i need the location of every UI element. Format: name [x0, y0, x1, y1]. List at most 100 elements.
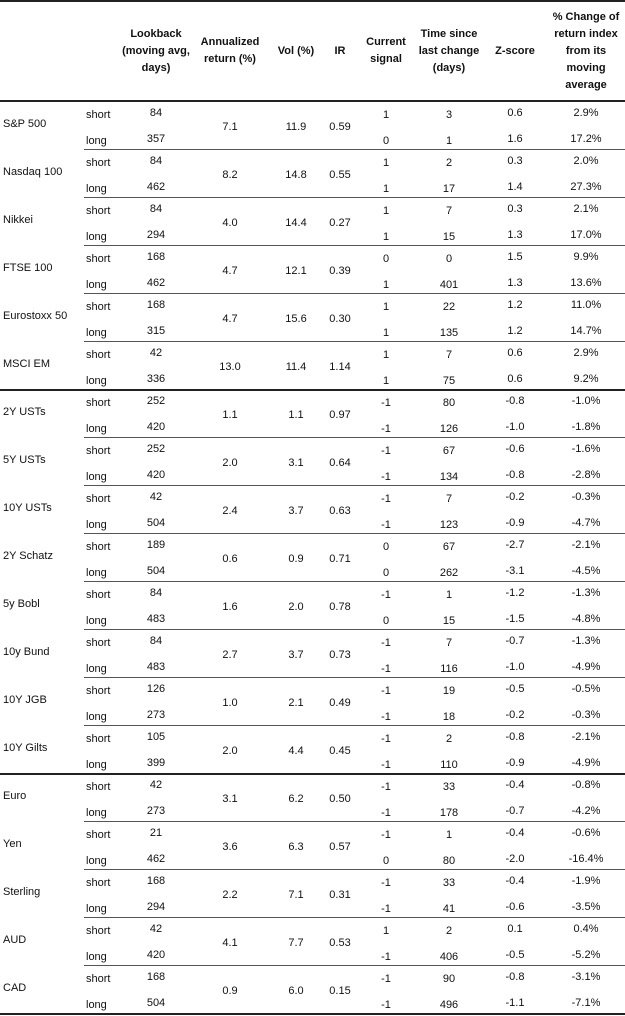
table-row: CAD short long 0.9 6.0 0.15 168 -1 90 -0.8 -3.1% 50… [0, 966, 625, 1015]
horizon-label-long: long [86, 567, 107, 579]
long-signal: -1 [381, 471, 391, 483]
short-signal: -1 [381, 637, 391, 649]
asset-name: 10Y Gilts [3, 742, 48, 754]
horizon-label-long: long [86, 999, 107, 1011]
table-row: 5y Bobl short long 1.6 2.0 0.78 84 -1 1 -1.2 -1.3%… [0, 582, 625, 630]
asset-name: Nasdaq 100 [3, 166, 63, 178]
long-signal: -1 [381, 951, 391, 963]
asset-name: Eurostoxx 50 [3, 310, 68, 322]
table-header: Lookback (moving avg, days) Annualized r… [0, 2, 625, 100]
table-row: 10Y USTs short long 2.4 3.7 0.63 42 -1 7 -0.2 -0.3… [0, 486, 625, 534]
long-z: -0.2 [505, 709, 525, 721]
annualized-return: 8.2 [222, 169, 238, 181]
short-time: 67 [442, 541, 456, 553]
long-pct: -5.2% [571, 949, 601, 961]
vol: 14.8 [285, 169, 307, 181]
long-z: -3.1 [505, 565, 525, 577]
long-z: -0.9 [505, 517, 525, 529]
row-divider [84, 149, 625, 150]
horizon-label-long: long [86, 807, 107, 819]
annualized-return: 1.1 [222, 409, 238, 421]
long-lookback: 294 [146, 229, 166, 241]
short-z: 0.3 [507, 155, 523, 167]
long-signal: 1 [382, 231, 390, 243]
short-z: -0.8 [505, 971, 525, 983]
long-pct: -0.3% [571, 709, 601, 721]
short-lookback: 168 [146, 971, 166, 983]
long-signal: -1 [381, 663, 391, 675]
short-z: 0.6 [507, 347, 523, 359]
long-z: -0.6 [505, 901, 525, 913]
ir: 0.53 [329, 937, 351, 949]
long-time: 178 [439, 807, 459, 819]
horizon-label-short: short [86, 109, 111, 121]
short-pct: -1.3% [571, 635, 601, 647]
horizon-label-short: short [86, 493, 111, 505]
long-signal: 1 [382, 279, 390, 291]
vol: 1.1 [288, 409, 304, 421]
short-z: -0.4 [505, 875, 525, 887]
vol: 3.7 [288, 505, 304, 517]
annualized-return: 7.1 [222, 121, 238, 133]
short-time: 33 [442, 877, 456, 889]
horizon-label-short: short [86, 205, 111, 217]
short-signal: 0 [382, 541, 390, 553]
annualized-return: 1.0 [222, 697, 238, 709]
row-divider [84, 533, 625, 534]
horizon-label-short: short [86, 637, 111, 649]
long-pct: -3.5% [571, 901, 601, 913]
horizon-label-long: long [86, 759, 107, 771]
ir: 0.49 [329, 697, 351, 709]
ir: 0.31 [329, 889, 351, 901]
horizon-label-long: long [86, 231, 107, 243]
vol: 11.9 [285, 121, 307, 133]
short-signal: 1 [382, 109, 390, 121]
long-lookback: 357 [146, 133, 166, 145]
row-divider [84, 917, 625, 918]
short-pct: 2.9% [573, 107, 599, 119]
vol: 4.4 [288, 745, 304, 757]
short-lookback: 42 [149, 779, 163, 791]
row-divider [84, 293, 625, 294]
vol: 3.1 [288, 457, 304, 469]
short-pct: -1.9% [571, 875, 601, 887]
ir: 0.30 [329, 313, 351, 325]
short-time: 3 [445, 109, 453, 121]
vol: 6.3 [288, 841, 304, 853]
short-z: -0.5 [505, 683, 525, 695]
long-signal: 0 [382, 855, 390, 867]
header-rule [0, 100, 625, 102]
long-time: 406 [439, 951, 459, 963]
asset-name: Euro [3, 790, 27, 802]
long-z: -1.5 [505, 613, 525, 625]
short-lookback: 84 [149, 155, 163, 167]
annualized-return: 0.9 [222, 985, 238, 997]
short-lookback: 168 [146, 875, 166, 887]
vol: 11.4 [285, 361, 307, 373]
ir: 0.27 [329, 217, 351, 229]
short-time: 7 [445, 637, 453, 649]
short-lookback: 168 [146, 251, 166, 263]
long-pct: -2.8% [571, 469, 601, 481]
short-signal: 1 [382, 349, 390, 361]
ir: 0.73 [329, 649, 351, 661]
table-row: 10Y JGB short long 1.0 2.1 0.49 126 -1 19 -0.5 -0.… [0, 678, 625, 726]
horizon-label-short: short [86, 301, 111, 313]
annualized-return: 4.0 [222, 217, 238, 229]
short-signal: -1 [381, 733, 391, 745]
long-pct: 17.0% [570, 229, 602, 241]
long-time: 41 [442, 903, 456, 915]
short-time: 80 [442, 397, 456, 409]
short-signal: -1 [381, 973, 391, 985]
long-pct: -4.9% [571, 661, 601, 673]
horizon-label-long: long [86, 519, 107, 531]
short-signal: -1 [381, 445, 391, 457]
long-z: -0.8 [505, 469, 525, 481]
short-z: -0.4 [505, 827, 525, 839]
short-z: -0.7 [505, 635, 525, 647]
short-pct: -1.6% [571, 443, 601, 455]
short-lookback: 126 [146, 683, 166, 695]
horizon-label-long: long [86, 375, 107, 387]
long-signal: 1 [382, 183, 390, 195]
long-time: 18 [442, 711, 456, 723]
